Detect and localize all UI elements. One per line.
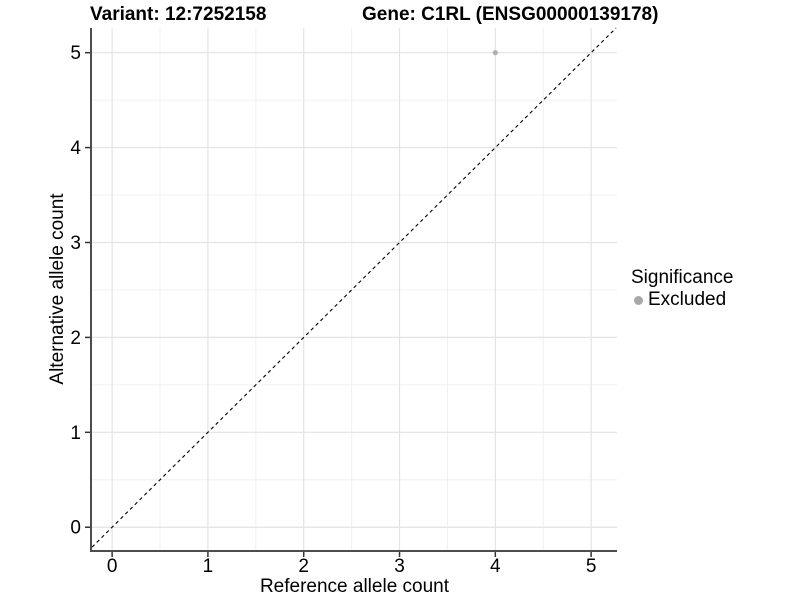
gene-title: Gene: C1RL (ENSG00000139178) [362,4,659,25]
legend-item-label: Excluded [648,289,727,310]
legend-item-excluded: Excluded [631,289,733,311]
x-tick-label: 0 [107,556,118,577]
x-tick-label: 5 [586,556,597,577]
legend-title: Significance [631,267,734,288]
x-tick-label: 1 [203,556,214,577]
y-tick-label: 2 [70,328,81,349]
data-point [492,50,498,56]
y-tick-label: 1 [70,423,81,444]
x-tick-label: 3 [394,556,405,577]
x-tick-label: 2 [298,556,309,577]
x-axis-title: Reference allele count [259,576,450,597]
x-tick-label: 4 [490,556,501,577]
y-tick-label: 5 [70,43,81,64]
variant-title: Variant: 12:7252158 [90,4,267,25]
y-tick-label: 4 [70,138,81,159]
y-tick-label: 3 [70,233,81,254]
legend: Significance Excluded [631,267,733,311]
legend-point-icon [634,295,643,305]
y-tick-label: 0 [70,518,81,539]
identity-line [91,27,617,548]
